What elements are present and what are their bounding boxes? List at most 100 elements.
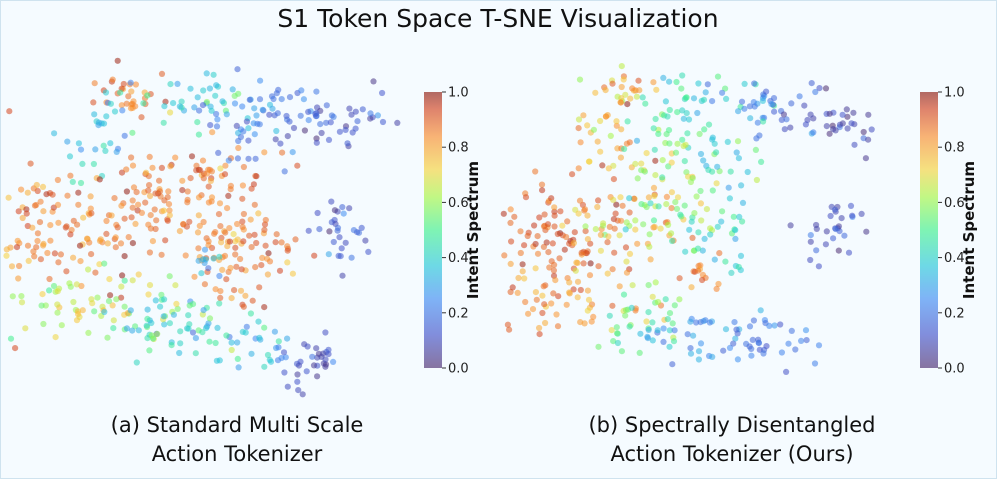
scatter-point (580, 112, 587, 119)
scatter-point (713, 149, 720, 156)
scatter-point (715, 280, 722, 288)
scatter-point (654, 298, 662, 306)
scatter-point (697, 150, 705, 158)
scatter-point (617, 99, 625, 106)
scatter-point (629, 85, 636, 92)
scatter-point (147, 192, 154, 200)
scatter-point (16, 262, 23, 270)
scatter-point (228, 295, 235, 302)
scatter-point (265, 250, 272, 257)
colorbar-tick-label: 0.0 (944, 362, 965, 377)
scatter-point (699, 247, 706, 254)
scatter-point (758, 158, 765, 165)
scatter-point (763, 88, 770, 95)
scatter-point (178, 98, 185, 105)
scatter-point (379, 118, 387, 126)
scatter-point (330, 358, 337, 365)
scatter-point (313, 139, 320, 146)
scatter-point (506, 326, 513, 333)
scatter-point (548, 195, 555, 202)
scatter-point (753, 135, 760, 142)
scatter-point (264, 255, 271, 262)
scatter-points-a (3, 57, 401, 398)
scatter-point (574, 294, 581, 301)
scatter-point (217, 165, 224, 172)
scatter-point (865, 136, 872, 143)
scatter-point (610, 338, 617, 345)
scatter-point (748, 345, 755, 352)
scatter-point (189, 329, 197, 336)
scatter-point (234, 355, 241, 362)
scatter-point (148, 332, 155, 339)
scatter-point (539, 292, 546, 299)
scatter-point (273, 127, 280, 135)
scatter-point (22, 325, 29, 332)
scatter-point (688, 284, 695, 291)
scatter-point (152, 297, 159, 304)
scatter-point (540, 283, 547, 290)
scatter-point (144, 315, 151, 322)
scatter-point (242, 292, 249, 299)
scatter-point (637, 330, 644, 337)
scatter-point (623, 258, 630, 265)
scatter-point (668, 189, 676, 196)
scatter-point (218, 239, 225, 246)
scatter-point (638, 160, 645, 167)
colorbar-ticks-a: 0.0 0.2 0.4 0.6 0.8 1.0 (442, 86, 469, 377)
scatter-point (668, 230, 675, 237)
scatter-point (787, 222, 794, 229)
scatter-point (672, 149, 680, 156)
scatter-point (167, 81, 174, 88)
scatter-point (243, 323, 250, 330)
scatter-point (674, 140, 681, 147)
scatter-point (239, 223, 246, 230)
scatter-point (248, 244, 255, 251)
scatter-point (274, 110, 281, 117)
scatter-point (129, 197, 136, 204)
scatter-point (192, 350, 199, 357)
scatter-point (732, 235, 739, 242)
scatter-point (103, 217, 110, 225)
scatter-point (719, 89, 726, 96)
scatter-point (258, 262, 265, 269)
scatter-point (617, 194, 624, 201)
scatter-point (687, 350, 695, 357)
scatter-point (549, 240, 556, 247)
scatter-point (813, 221, 820, 229)
scatter-point (199, 102, 207, 109)
scatter-point (672, 199, 679, 206)
scatter-point (748, 352, 755, 359)
scatter-point (355, 229, 363, 236)
scatter-point (807, 238, 814, 245)
scatter-point (697, 340, 705, 347)
scatter-point (811, 360, 819, 367)
scatter-point (663, 201, 670, 208)
scatter-point (123, 325, 131, 332)
scatter-point (54, 176, 62, 184)
scatter-point (677, 211, 684, 218)
scatter-point (778, 116, 785, 123)
scatter-point (172, 154, 179, 161)
scatter-point (286, 118, 293, 125)
scatter-point (107, 292, 114, 299)
colorbar-tick-label: 0.4 (944, 251, 965, 266)
scatter-point (205, 265, 212, 272)
scatter-point (14, 237, 21, 244)
scatter-point (636, 349, 643, 356)
scatter-point (542, 319, 549, 327)
scatter-point (85, 266, 92, 273)
scatter-point (566, 279, 573, 286)
scatter-point (694, 245, 702, 252)
scatter-point (323, 119, 330, 126)
scatter-point (245, 137, 252, 144)
scatter-point (184, 196, 191, 203)
scatter-point (3, 246, 10, 253)
scatter-point (222, 229, 229, 236)
scatter-point (699, 271, 707, 278)
scatter-point (650, 125, 657, 132)
scatter-point (551, 223, 558, 230)
scatter-point (763, 343, 770, 350)
scatter-point (726, 195, 734, 202)
colorbar-a: 0.0 0.2 0.4 0.6 0.8 1.0 Intent Spectrum (424, 86, 482, 377)
scatter-point (750, 317, 758, 324)
